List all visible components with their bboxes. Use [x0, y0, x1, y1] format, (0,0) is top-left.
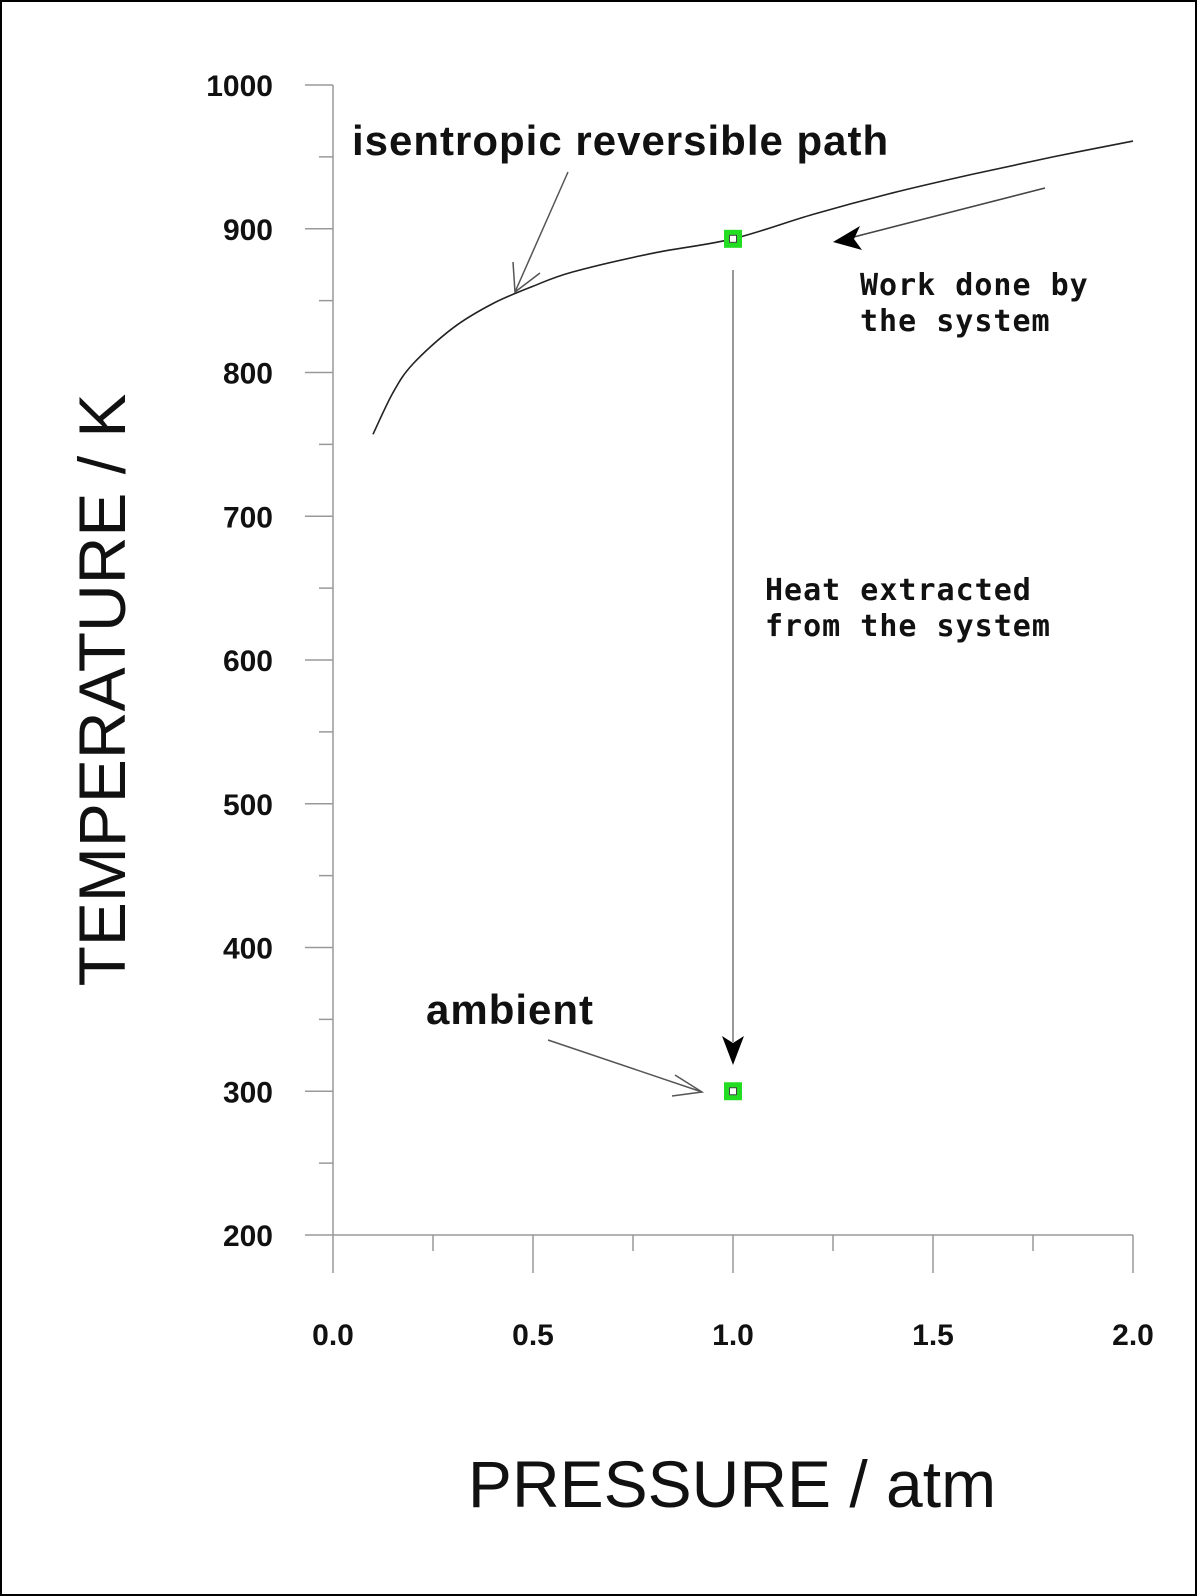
annotation-work-line2: the system	[860, 304, 1051, 339]
isentropic-curve	[372, 140, 1134, 435]
y-tick-label: 900	[223, 214, 273, 247]
annotation-work-line1: Work done by	[860, 268, 1089, 303]
x-axis-title: PRESSURE / atm	[468, 1447, 996, 1521]
axes-layer: 0.0 0.5 1.0 1.5 2.0 200 300 400 500 600 700 800 900 1…	[206, 70, 1154, 1352]
x-tick-label: 2.0	[1112, 1319, 1154, 1352]
heat-direction-arrow	[722, 270, 744, 1065]
annotation-heat-line2: from the system	[765, 609, 1051, 644]
pointer-arrow-isentropic	[512, 171, 569, 294]
x-tick-label: 1.5	[912, 1319, 954, 1352]
y-tick-label: 1000	[206, 70, 273, 103]
annotation-ambient: ambient	[426, 986, 594, 1033]
y-tick-label: 500	[223, 789, 273, 822]
x-tick-label: 0.0	[312, 1319, 354, 1352]
state-point-center	[729, 234, 737, 243]
x-tick-label: 0.5	[512, 1319, 554, 1352]
annotation-isentropic-path: isentropic reversible path	[352, 117, 889, 164]
state-point-center	[729, 1087, 737, 1096]
y-tick-label: 400	[223, 933, 273, 966]
y-tick-label: 200	[223, 1220, 273, 1253]
work-direction-arrow	[833, 187, 1046, 250]
y-tick-label: 600	[223, 645, 273, 678]
y-axis-title: TEMPERATURE / K	[65, 394, 139, 987]
annotation-heat-line1: Heat extracted	[765, 573, 1032, 608]
data-layer	[372, 140, 1134, 1101]
y-tick-label: 300	[223, 1076, 273, 1109]
y-tick-label: 700	[223, 501, 273, 534]
pointer-arrow-ambient	[547, 1039, 705, 1097]
y-tick-label: 800	[223, 358, 273, 391]
x-tick-label: 1.0	[712, 1319, 754, 1352]
